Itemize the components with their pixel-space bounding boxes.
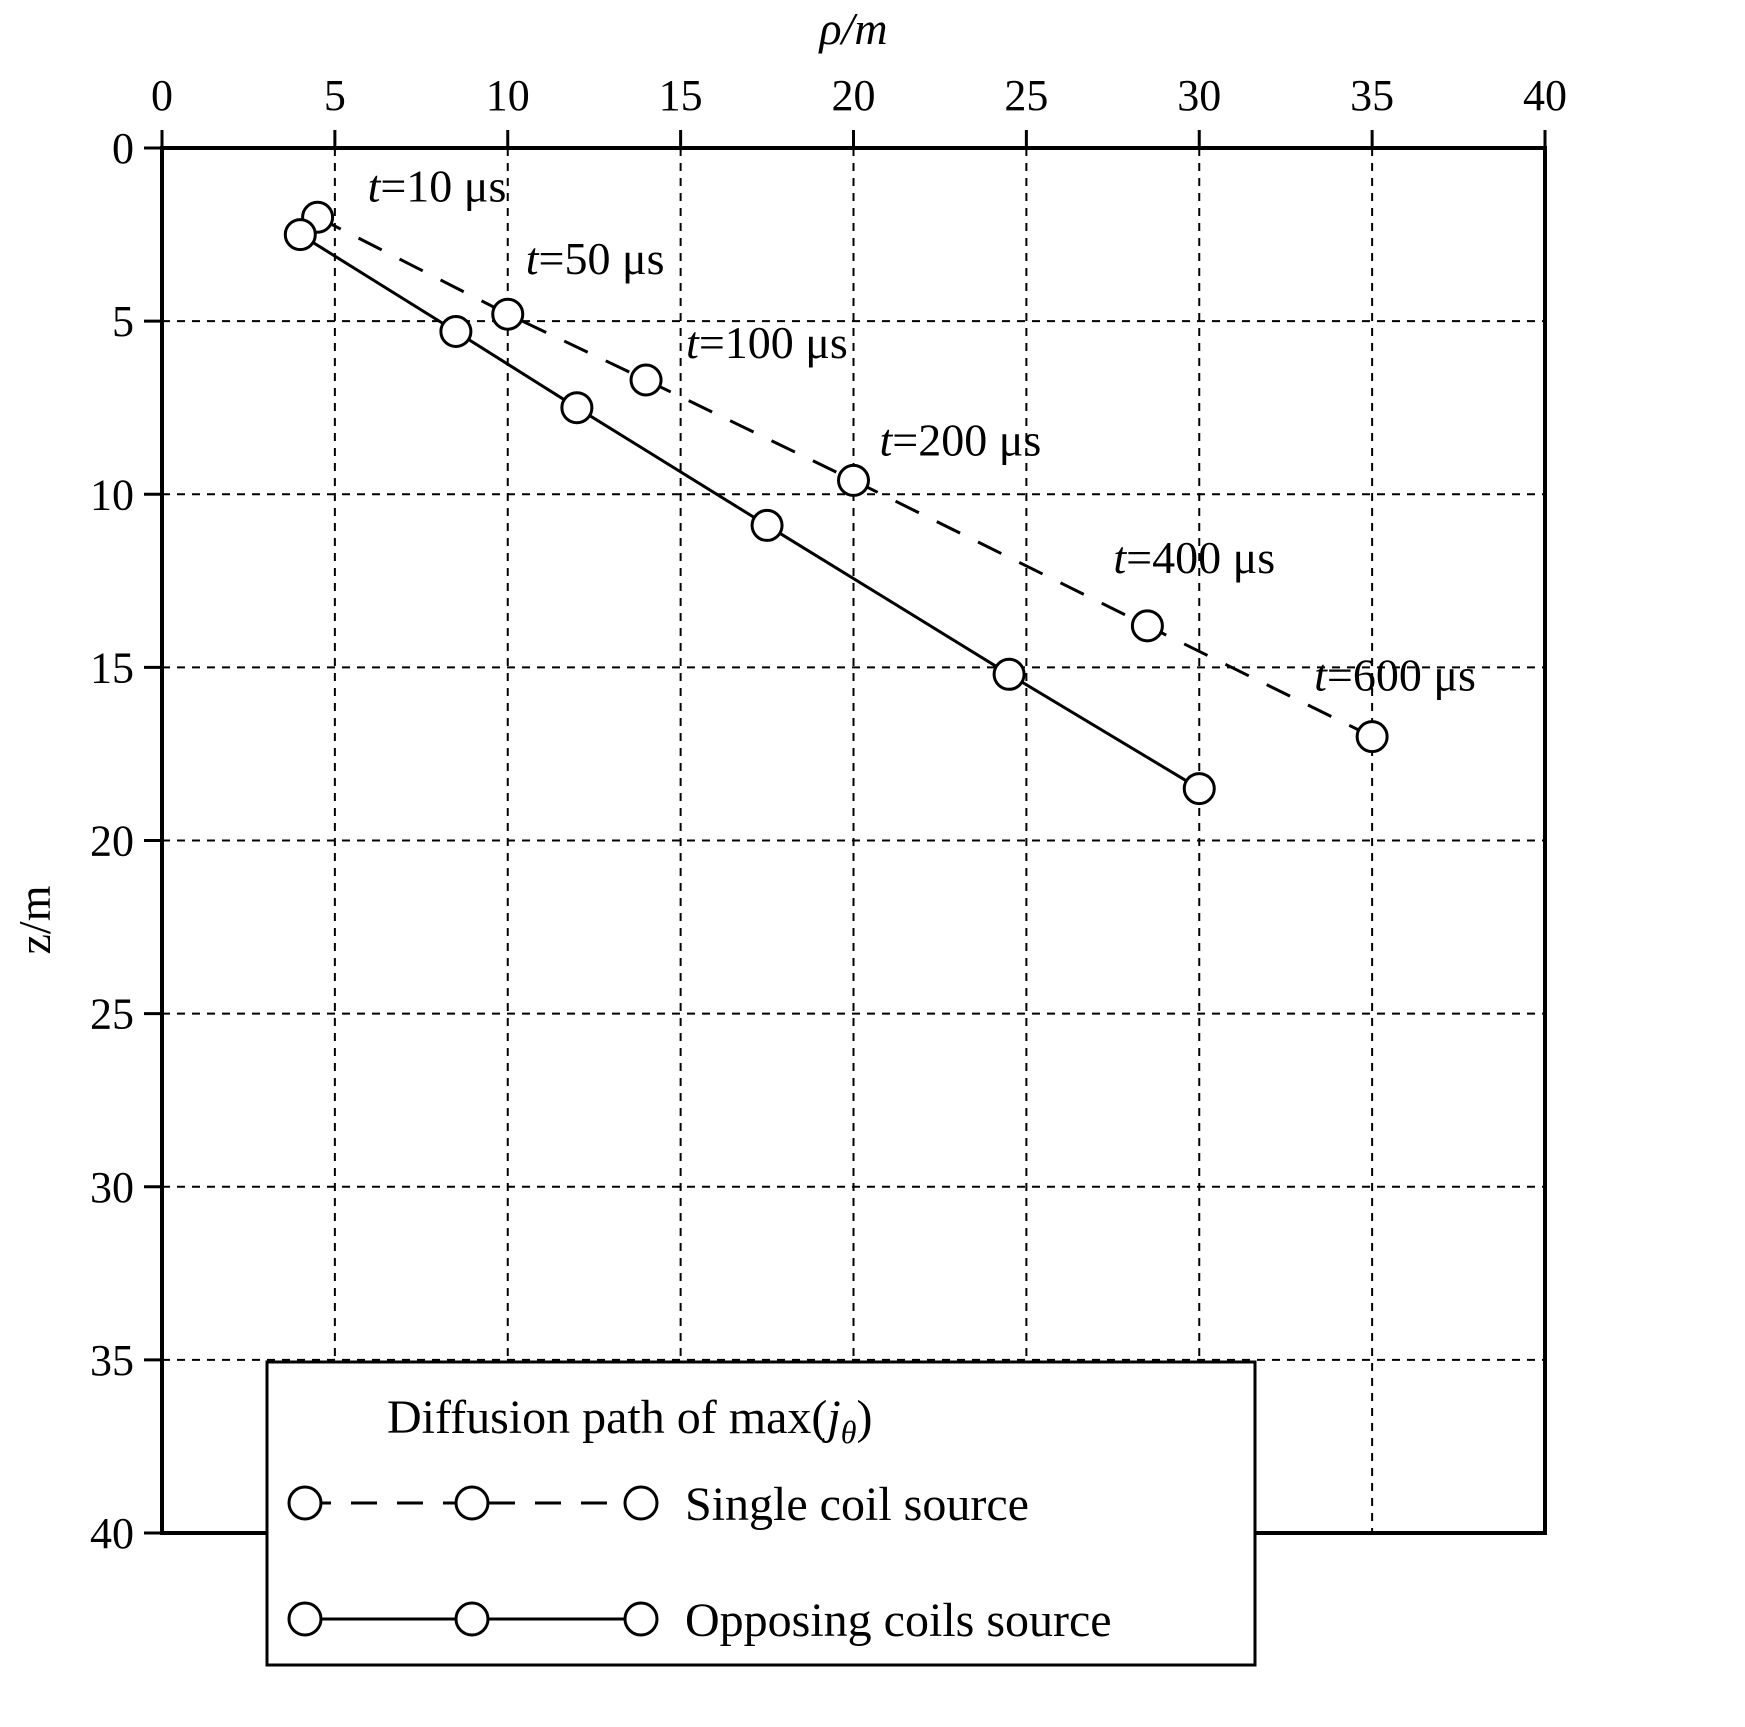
series-layer	[283, 200, 1389, 806]
time-value: =100 μs	[699, 317, 848, 368]
data-point-marker	[560, 391, 594, 425]
time-variable: t	[686, 317, 700, 368]
legend-entry-single-coil: Single coil source	[287, 1478, 1029, 1531]
y-tick-label: 15	[90, 643, 134, 692]
data-point-marker	[1355, 720, 1389, 754]
y-tick-label: 0	[112, 124, 134, 173]
series-line	[299, 233, 1201, 790]
time-variable: t	[880, 414, 894, 465]
y-tick-label: 35	[90, 1336, 134, 1385]
legend-marker-sample	[454, 1485, 490, 1521]
data-point-marker	[491, 297, 525, 331]
axis-ticks: 0 5 10 15 20 25 30 35 40 0 5 10 15 20 25 30 35 40	[90, 71, 1567, 1558]
y-tick-label: 30	[90, 1163, 134, 1212]
time-annotation: t=100 μs	[686, 317, 848, 368]
annotation-layer: t=10 μst=50 μst=100 μst=200 μst=400 μst=…	[368, 160, 1476, 700]
series-line	[316, 215, 1373, 738]
data-point-marker	[750, 508, 784, 542]
data-point-marker	[1182, 772, 1216, 806]
legend-marker-sample	[287, 1485, 323, 1521]
time-variable: t	[1314, 650, 1328, 701]
time-value: =200 μs	[892, 414, 1041, 465]
time-annotation: t=10 μs	[368, 160, 507, 211]
x-tick-label: 25	[1004, 71, 1048, 120]
time-variable: t	[368, 160, 382, 211]
time-value: =600 μs	[1327, 650, 1476, 701]
legend-entry-opposing-coils: Opposing coils source	[287, 1594, 1112, 1647]
legend-title-sub: θ	[841, 1414, 857, 1450]
x-axis-label: ρ/m	[817, 3, 887, 54]
x-tick-label: 40	[1523, 71, 1567, 120]
x-tick-label: 5	[324, 71, 346, 120]
time-annotation: t=400 μs	[1113, 532, 1275, 583]
legend-marker-sample	[454, 1601, 490, 1637]
time-value: =50 μs	[539, 233, 665, 284]
y-tick-label: 5	[112, 297, 134, 346]
y-tick-label: 10	[90, 470, 134, 519]
legend-entry-label: Opposing coils source	[685, 1594, 1112, 1647]
time-annotation: t=50 μs	[526, 233, 665, 284]
legend-title: Diffusion path of max(jθ)	[387, 1391, 872, 1450]
legend-title-prefix: Diffusion path of max(	[387, 1391, 827, 1444]
time-annotation: t=600 μs	[1314, 650, 1476, 701]
x-tick-label: 20	[832, 71, 876, 120]
time-variable: t	[526, 233, 540, 284]
data-point-marker	[629, 363, 663, 397]
x-tick-label: 30	[1177, 71, 1221, 120]
legend-entries: Single coil source Opposing coils source	[287, 1478, 1112, 1647]
x-tick-label: 10	[486, 71, 530, 120]
time-variable: t	[1113, 532, 1127, 583]
legend-marker-sample	[623, 1601, 659, 1637]
legend: Diffusion path of max(jθ) Single coil so…	[265, 1360, 1257, 1667]
y-tick-label: 25	[90, 990, 134, 1039]
series-opposing-coils	[283, 218, 1216, 806]
y-tick-label: 40	[90, 1509, 134, 1558]
data-point-marker	[283, 218, 317, 252]
legend-box	[265, 1360, 1257, 1667]
grid-lines	[162, 148, 1545, 1533]
time-value: =10 μs	[380, 160, 506, 211]
data-point-marker	[1130, 609, 1164, 643]
legend-marker-sample	[287, 1601, 323, 1637]
data-point-marker	[837, 463, 870, 497]
time-annotation: t=200 μs	[880, 414, 1042, 465]
series-single-coil	[301, 200, 1389, 754]
y-axis-label: z/m	[9, 885, 60, 954]
x-tick-label: 35	[1350, 71, 1394, 120]
legend-marker-sample	[623, 1485, 659, 1521]
time-value: =400 μs	[1126, 532, 1275, 583]
legend-title-suffix: )	[856, 1391, 872, 1444]
x-tick-label: 15	[659, 71, 703, 120]
data-point-marker	[992, 657, 1026, 691]
data-point-marker	[439, 315, 473, 349]
x-tick-label: 0	[151, 71, 173, 120]
y-tick-label: 20	[90, 817, 134, 866]
legend-entry-label: Single coil source	[685, 1478, 1029, 1531]
